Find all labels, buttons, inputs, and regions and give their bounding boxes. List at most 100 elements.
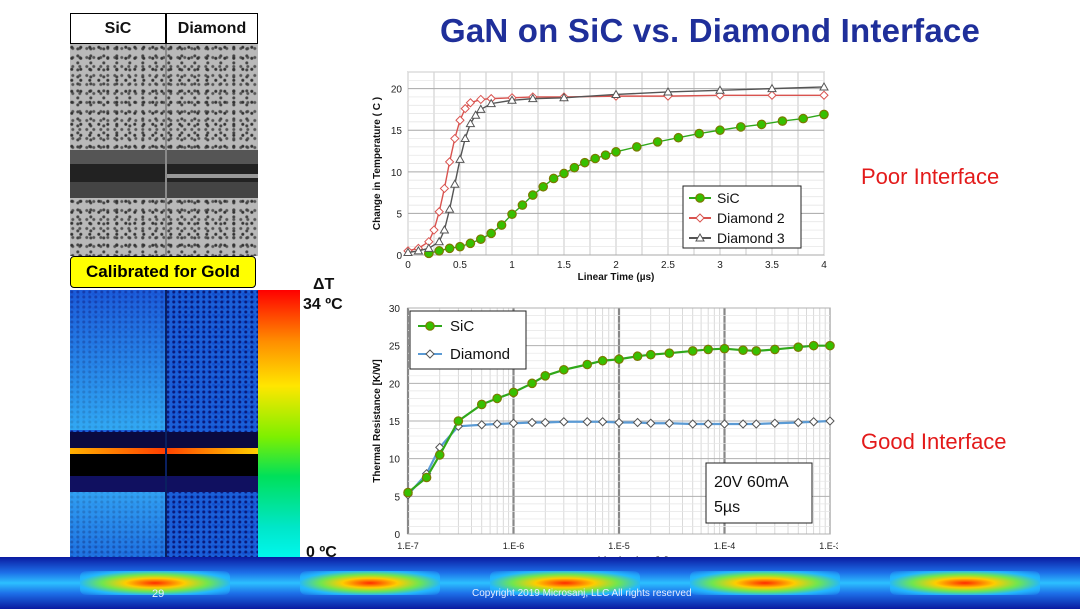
y-tick-label: 15	[389, 417, 401, 428]
slide-title: GaN on SiC vs. Diamond Interface	[439, 12, 981, 49]
y-tick-label: 0	[394, 530, 400, 541]
data-point	[492, 419, 502, 429]
data-point	[751, 346, 762, 356]
data-point	[434, 236, 445, 246]
data-point	[507, 209, 517, 220]
x-tick-label: 1.5	[557, 260, 571, 271]
data-point	[434, 246, 444, 256]
calibration-label: Calibrated for Gold	[70, 256, 256, 288]
data-point	[770, 418, 780, 428]
y-tick-label: 30	[389, 304, 401, 315]
data-point	[559, 364, 569, 375]
y-tick-label: 5	[396, 209, 402, 220]
data-point	[423, 243, 434, 252]
x-axis-label: Linear Time (µs)	[578, 272, 655, 283]
y-tick-label: 25	[389, 342, 401, 353]
y-tick-label: 15	[391, 126, 403, 137]
x-tick-label: 0.5	[453, 260, 467, 271]
legend-marker	[695, 193, 705, 203]
data-point	[476, 399, 487, 410]
data-point	[645, 349, 656, 360]
data-point	[777, 116, 788, 126]
data-point	[413, 245, 424, 255]
data-point	[652, 137, 663, 147]
legend-marker	[695, 213, 705, 223]
data-point	[735, 122, 746, 132]
data-point	[559, 92, 569, 102]
data-point	[767, 90, 777, 100]
x-tick-label: 4	[821, 260, 827, 271]
x-tick-label: 3	[717, 260, 723, 271]
y-tick-label: 10	[391, 168, 403, 179]
data-point	[569, 162, 580, 173]
x-tick-label: 3.5	[765, 260, 779, 271]
data-point	[611, 147, 621, 157]
data-point	[819, 81, 829, 91]
data-point	[719, 343, 730, 354]
copyright-text: Copyright 2019 Microsanj, LLC All rights…	[472, 588, 692, 599]
thermal-image	[70, 290, 258, 570]
series-diamond	[403, 416, 835, 500]
y-axis-label: Change in Temperature ( C )	[372, 97, 383, 230]
legend-marker	[695, 232, 705, 242]
temperature-chart: 0 5 10 15 20 0 0.5 1 1.5 2 2.5 3 3.5 4 Linear Time (µs…	[372, 71, 829, 283]
data-point	[614, 417, 624, 428]
data-point	[465, 118, 476, 128]
data-point	[646, 418, 656, 428]
data-point	[808, 417, 819, 427]
legend-box	[409, 310, 527, 370]
data-point	[580, 157, 590, 168]
x-tick-label: 1.E-6	[503, 541, 525, 551]
data-point	[548, 173, 559, 184]
x-tick-label: 2	[613, 260, 619, 271]
data-point	[538, 181, 548, 192]
data-point	[631, 142, 642, 152]
series-diamond-3	[403, 81, 829, 257]
x-tick-label: 1.E-3	[819, 541, 838, 551]
data-point	[751, 419, 761, 429]
page-number: 29	[152, 588, 165, 600]
data-point	[738, 345, 748, 355]
data-point	[600, 150, 611, 160]
data-point	[719, 419, 730, 429]
data-point	[470, 110, 481, 119]
data-point	[590, 153, 600, 164]
x-tick-label: 1.E-5	[608, 541, 630, 551]
data-point	[770, 344, 780, 355]
data-point	[460, 103, 470, 114]
data-point	[477, 420, 487, 430]
data-point	[687, 346, 698, 356]
data-point	[694, 128, 704, 139]
condition-annotation: 20V 60mA 5µs	[705, 462, 813, 524]
data-point	[439, 183, 450, 194]
data-point	[756, 119, 767, 130]
data-point	[703, 344, 713, 355]
header-sic: SiC	[70, 13, 166, 44]
data-point	[476, 94, 486, 105]
x-tick-label: 0	[405, 260, 411, 271]
legend-label: SiC	[450, 318, 474, 335]
data-point	[632, 417, 643, 428]
data-point	[444, 243, 455, 254]
data-point	[496, 220, 507, 230]
data-point	[715, 85, 725, 94]
data-point	[439, 225, 450, 234]
legend-label: Diamond	[450, 346, 510, 363]
data-point	[663, 86, 673, 96]
data-point	[793, 342, 804, 352]
data-point	[444, 204, 455, 213]
data-point	[429, 225, 439, 235]
data-point	[455, 115, 465, 125]
data-point	[507, 95, 517, 104]
series-sic	[403, 340, 835, 498]
good-interface-note: Good Interface	[861, 429, 1007, 454]
data-point	[614, 354, 624, 365]
data-point	[582, 359, 593, 370]
data-point	[559, 417, 569, 427]
data-point	[767, 83, 777, 93]
data-point	[528, 190, 538, 200]
x-tick-label: 1.E-7	[397, 541, 419, 551]
y-axis-label: Thermal Resistance [K/W]	[372, 359, 383, 482]
data-point	[527, 378, 537, 389]
data-point	[632, 351, 643, 362]
